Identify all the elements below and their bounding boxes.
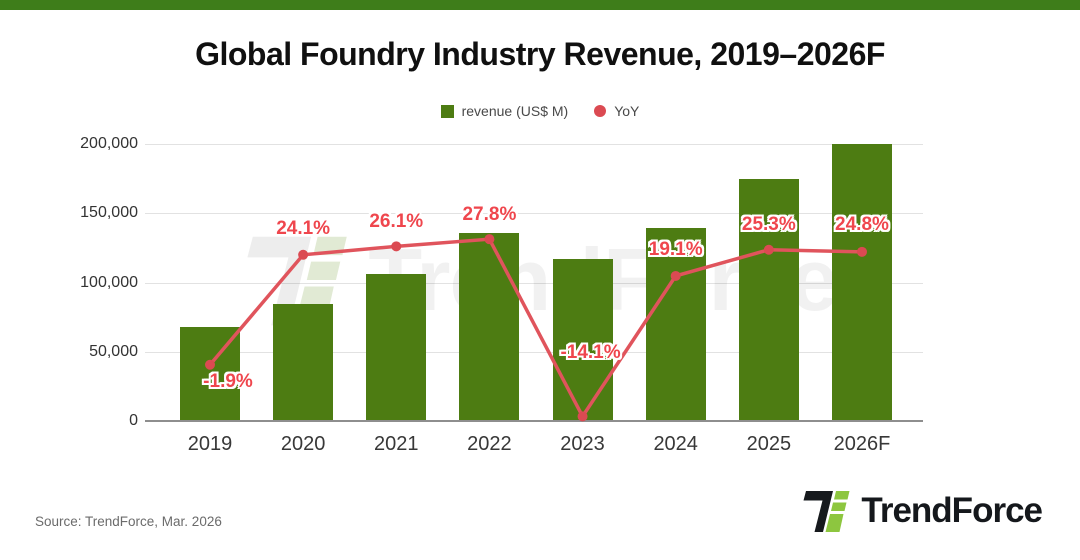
revenue-bar-2024 <box>645 228 706 421</box>
trendforce-logo-text: TrendForce <box>861 491 1043 530</box>
y-axis-label-200000: 200,000 <box>80 135 138 152</box>
x-axis-line <box>145 420 923 422</box>
yoy-line-chart <box>205 234 867 422</box>
y-axis-label-0: 0 <box>129 412 138 429</box>
yoy-point-2019 <box>205 359 215 370</box>
legend-revenue-label: revenue (US$ M) <box>461 103 569 119</box>
top-accent-bar <box>0 0 1080 10</box>
yoy-point-2020 <box>298 249 309 260</box>
legend-item-revenue: revenue (US$ M) <box>440 103 569 119</box>
source-note: Source: TrendForce, Mar. 2026 <box>35 514 222 529</box>
x-axis-label-2023: 2023 <box>560 433 605 455</box>
yoy-value-label-2020: 24.1% <box>276 217 331 239</box>
x-axis-label-2026F: 2026F <box>833 433 891 455</box>
x-axis-label-2022: 2022 <box>467 433 512 455</box>
legend-item-yoy: YoY <box>594 103 639 119</box>
yoy-point-2026F <box>856 246 867 257</box>
yoy-line <box>208 237 863 420</box>
y-axis-label-150000: 150,000 <box>80 204 138 222</box>
yoy-point-2024 <box>670 270 681 281</box>
x-axis-label-2019: 2019 <box>187 433 233 455</box>
x-axis-label-2025: 2025 <box>746 433 792 455</box>
y-axis-label-100000: 100,000 <box>80 273 138 291</box>
yoy-value-label-2021: 26.1% <box>369 211 424 233</box>
yoy-value-label-2026F: 24.8% <box>835 213 889 235</box>
chart-area: TrendForce 050,000100,000150,000200,0002… <box>0 130 1080 470</box>
revenue-swatch-icon <box>440 104 454 118</box>
yoy-value-label-2023: -14.1% <box>560 342 621 364</box>
yoy-point-2023 <box>577 411 588 422</box>
revenue-bar-2023 <box>552 258 613 421</box>
yoy-point-2025 <box>763 244 774 255</box>
trendforce-logo-icon <box>803 491 850 532</box>
trendforce-logo: TrendForce <box>801 486 1043 536</box>
yoy-point-2022 <box>484 234 495 245</box>
yoy-value-label-2024: 19.1% <box>648 238 703 260</box>
legend: revenue (US$ M) YoY <box>0 100 1080 122</box>
revenue-bar-2026F <box>831 144 892 421</box>
legend-yoy-label: YoY <box>614 103 640 119</box>
x-axis-label-2024: 2024 <box>653 433 698 455</box>
gridline-150000 <box>145 213 923 215</box>
gridline-100000 <box>145 282 923 284</box>
yoy-value-label-2025: 25.3% <box>741 213 796 235</box>
revenue-bar-2025 <box>738 179 799 421</box>
yoy-point-2021 <box>391 241 402 252</box>
revenue-bar-2022 <box>459 233 520 421</box>
revenue-bar-2021 <box>366 274 427 421</box>
gridline-200000 <box>145 144 923 145</box>
x-axis-label-2021: 2021 <box>374 433 419 455</box>
gridline-50000 <box>145 351 923 353</box>
y-axis-label-50000: 50,000 <box>89 342 138 360</box>
yoy-value-label-2019: -1.9% <box>203 370 253 392</box>
x-axis-label-2020: 2020 <box>280 433 326 455</box>
yoy-dot-icon <box>594 105 607 117</box>
revenue-bar-2020 <box>273 303 334 421</box>
yoy-value-label-2022: 27.8% <box>462 204 517 226</box>
chart-title: Global Foundry Industry Revenue, 2019–20… <box>195 36 885 72</box>
